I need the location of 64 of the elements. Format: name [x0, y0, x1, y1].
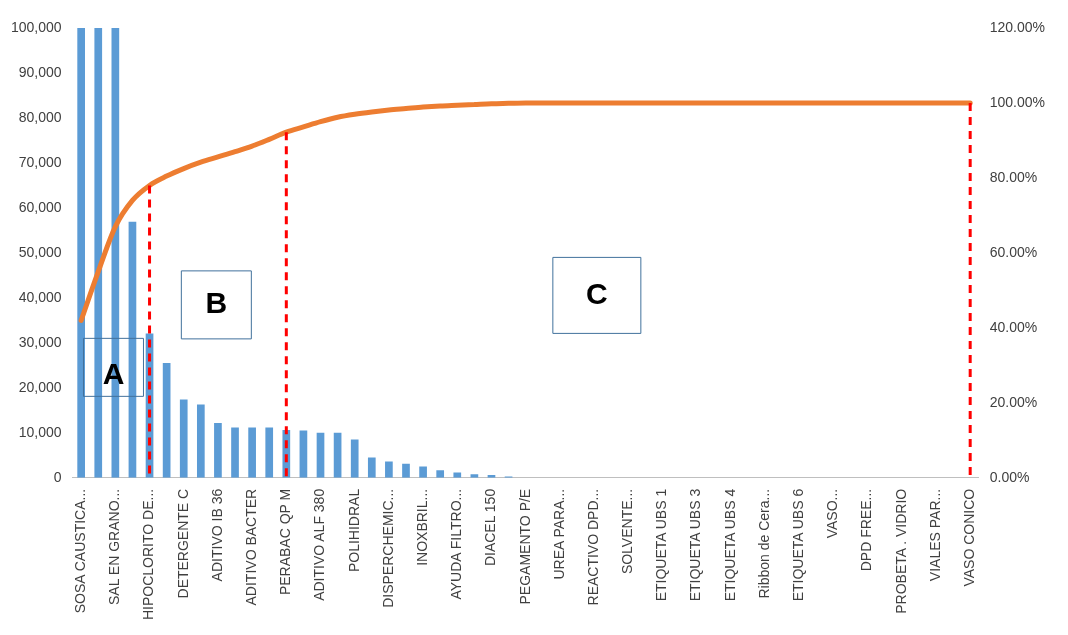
bar	[367, 457, 376, 478]
annotation: B	[205, 286, 228, 320]
x-tick-label: ETIQUETA UBS 6	[790, 488, 807, 602]
x-tick-label: HIPOCLORITO DE...	[140, 488, 157, 621]
bar	[231, 427, 239, 478]
x-tick-label: Ribbon de Cera...	[755, 488, 772, 599]
x-tick-label: AYUDA FILTRO...	[448, 488, 465, 600]
x-tick-label: SAL EN GRANO...	[106, 488, 123, 605]
x-tick-label: DETERGENTE C	[174, 488, 191, 599]
y-tick-label: 60,000	[18, 198, 62, 215]
y-tick-label: 70,000	[18, 153, 62, 170]
x-tick-label: REACTIVO DPD...	[584, 488, 601, 606]
bar	[214, 422, 222, 478]
y2-tick-label: 40.00%	[989, 318, 1038, 335]
y2-tick-label: 120.00%	[989, 18, 1046, 35]
bar	[248, 427, 256, 478]
bar	[162, 363, 171, 478]
x-tick-label: ADITIVO IB 36	[208, 488, 225, 582]
x-tick-label: ADITIVO BACTER	[242, 488, 259, 606]
y-tick-label: 0	[53, 468, 62, 485]
bar	[385, 461, 393, 478]
y2-tick-label: 60.00%	[989, 243, 1038, 260]
x-tick-label: DPD FREE...	[858, 488, 875, 572]
bar	[453, 472, 462, 478]
y-tick-label: 30,000	[18, 333, 62, 350]
y-tick-label: 50,000	[18, 243, 62, 260]
y-tick-label: 80,000	[18, 108, 62, 125]
x-tick-label: DIACEL 150	[482, 488, 499, 567]
bar	[94, 28, 103, 478]
y-tick-label: 20,000	[18, 378, 62, 395]
y-tick-label: 100,000	[11, 18, 62, 35]
y-tick-label: 90,000	[18, 63, 62, 80]
bar	[128, 221, 137, 478]
x-tick-label: INOXBRIL...	[413, 488, 430, 566]
x-tick-label: SOSA CAUSTICA...	[72, 488, 89, 614]
x-tick-label: POLIHIDRAL	[345, 488, 362, 573]
y2-tick-label: 80.00%	[989, 168, 1038, 185]
annotation: C	[586, 276, 608, 310]
x-tick-label: DISPERCHEMIC...	[379, 488, 396, 608]
x-tick-label: VASO CONICO	[961, 488, 978, 587]
x-tick-label: ADITIVO ALF 380	[311, 488, 328, 601]
y-tick-label: 40,000	[18, 288, 62, 305]
x-tick-label: PROBETA . VIDRIO	[892, 488, 909, 614]
bar	[402, 463, 410, 478]
bar	[350, 439, 359, 478]
x-tick-label: ETIQUETA UBS 4	[721, 488, 738, 602]
bar	[265, 427, 274, 478]
bar	[436, 470, 445, 478]
x-tick-label: ETIQUETA UBS 1	[653, 488, 670, 602]
y2-tick-label: 100.00%	[989, 93, 1046, 110]
y2-tick-label: 0.00%	[989, 468, 1030, 485]
x-tick-label: UREA PARA...	[550, 488, 567, 580]
y2-tick-label: 20.00%	[989, 393, 1038, 410]
x-tick-label: SOLVENTE...	[619, 488, 636, 575]
bar	[196, 404, 205, 478]
bar	[77, 28, 85, 478]
x-tick-label: ETIQUETA UBS 3	[687, 488, 704, 602]
x-tick-label: VASO...	[824, 488, 841, 539]
x-tick-label: PEGAMENTO P/E	[516, 488, 533, 605]
y-tick-label: 10,000	[18, 423, 62, 440]
x-tick-label: PERABAC QP M	[277, 488, 294, 596]
bar	[419, 466, 427, 478]
x-tick-label: VIALES PAR...	[926, 488, 943, 582]
bar	[179, 399, 188, 478]
